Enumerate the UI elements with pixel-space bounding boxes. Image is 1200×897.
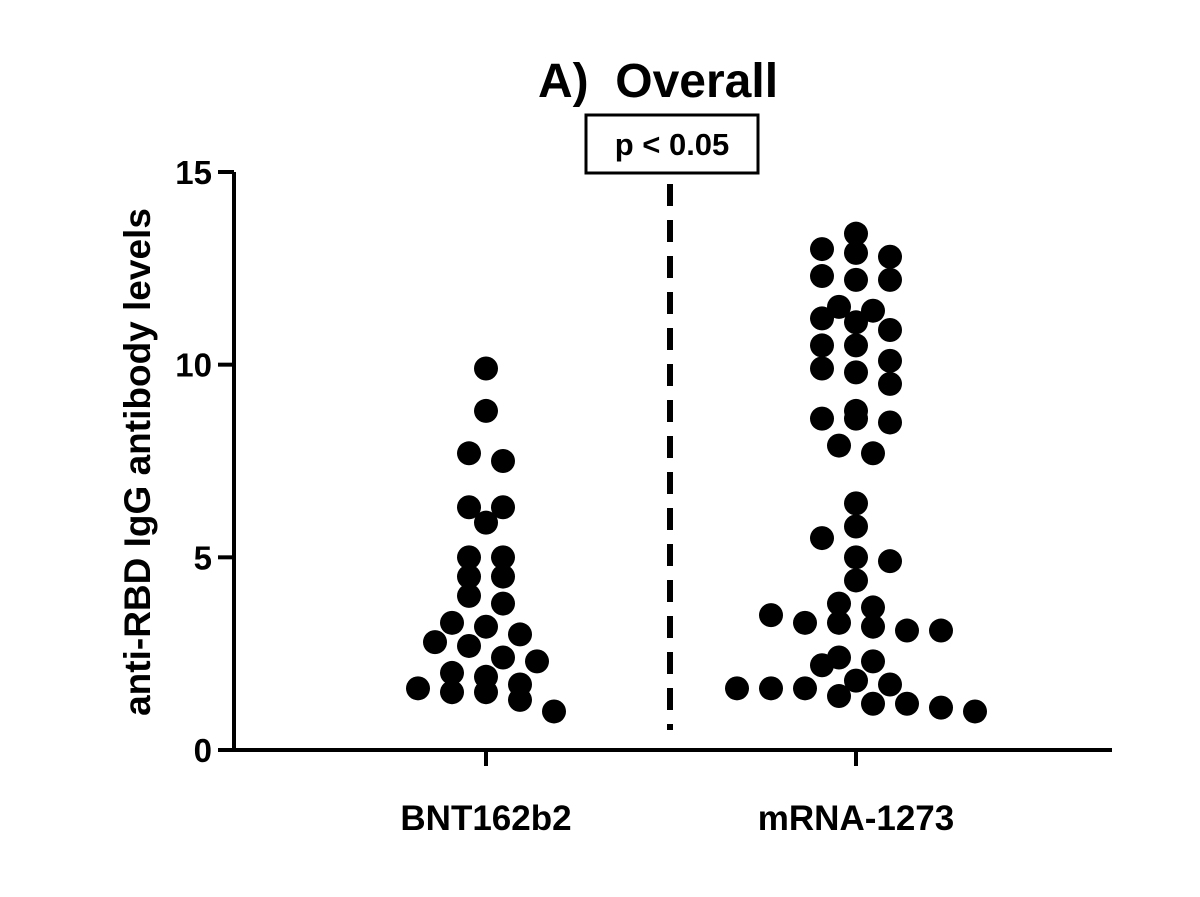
data-point <box>810 306 834 331</box>
data-point <box>474 356 498 381</box>
data-point <box>844 668 868 693</box>
data-point <box>491 545 515 570</box>
y-tick-label: 10 <box>175 347 212 384</box>
data-point <box>457 441 481 466</box>
data-point <box>861 614 885 639</box>
data-point <box>491 645 515 670</box>
data-point <box>827 294 851 319</box>
data-point <box>491 591 515 616</box>
data-point <box>810 406 834 431</box>
data-point <box>440 610 464 635</box>
data-point <box>793 676 817 701</box>
data-point <box>878 549 902 574</box>
axes: 0 5 10 15 BNT162b2 mRNA-1273 <box>175 154 1112 838</box>
x-tick-label: mRNA-1273 <box>758 799 954 838</box>
data-point <box>878 371 902 396</box>
data-point <box>895 691 919 716</box>
data-point <box>895 618 919 643</box>
data-point <box>793 610 817 635</box>
data-point <box>929 618 953 643</box>
data-point <box>542 699 566 724</box>
data-point <box>440 680 464 705</box>
data-point <box>759 603 783 628</box>
data-point <box>810 264 834 289</box>
data-point <box>474 398 498 423</box>
data-point <box>844 545 868 570</box>
data-point <box>844 568 868 593</box>
data-point <box>491 449 515 473</box>
data-point <box>725 676 749 701</box>
data-point <box>508 672 532 697</box>
x-tick-label: BNT162b2 <box>400 799 571 838</box>
data-point <box>861 298 885 323</box>
data-point <box>878 244 902 269</box>
p-value-box <box>584 113 760 175</box>
data-point <box>827 610 851 635</box>
y-axis-label: anti-RBD IgG antibody levels <box>117 208 158 716</box>
data-point <box>844 310 868 335</box>
data-point <box>861 441 885 466</box>
data-point <box>491 495 515 520</box>
data-point <box>457 583 481 608</box>
y-tick-label: 0 <box>194 732 212 769</box>
data-point <box>827 591 851 616</box>
data-point <box>861 691 885 716</box>
data-point <box>844 360 868 385</box>
data-point <box>861 649 885 674</box>
data-point <box>844 240 868 265</box>
data-point <box>878 672 902 697</box>
data-point <box>844 398 868 423</box>
data-point <box>810 237 834 262</box>
data-point <box>457 633 481 658</box>
data-point <box>861 595 885 620</box>
data-point <box>878 267 902 292</box>
data-point <box>827 684 851 709</box>
data-points <box>406 221 987 724</box>
data-point <box>508 622 532 647</box>
data-point <box>759 676 783 701</box>
data-point <box>963 699 987 724</box>
data-point <box>810 333 834 358</box>
data-point <box>474 510 498 535</box>
data-point <box>810 356 834 381</box>
data-point <box>878 348 902 373</box>
data-point <box>457 564 481 589</box>
data-point <box>929 695 953 720</box>
data-point <box>844 491 868 516</box>
chart-title: A) Overall <box>538 55 778 108</box>
data-point <box>474 614 498 639</box>
y-tick-label: 15 <box>175 154 212 191</box>
data-point <box>810 526 834 551</box>
data-point <box>844 514 868 539</box>
data-point <box>457 545 481 570</box>
data-point <box>491 564 515 589</box>
data-point <box>827 645 851 670</box>
y-tick-label: 5 <box>194 539 212 576</box>
data-point <box>844 333 868 358</box>
data-point <box>878 410 902 435</box>
data-point <box>474 664 498 689</box>
data-point <box>406 676 430 701</box>
data-point <box>525 649 549 674</box>
data-point <box>423 630 447 655</box>
data-point <box>827 433 851 458</box>
data-point <box>878 317 902 342</box>
data-point <box>844 221 868 246</box>
data-point <box>844 267 868 292</box>
data-point <box>440 660 464 685</box>
p-value-label: p < 0.05 <box>615 127 730 162</box>
data-point <box>457 495 481 520</box>
